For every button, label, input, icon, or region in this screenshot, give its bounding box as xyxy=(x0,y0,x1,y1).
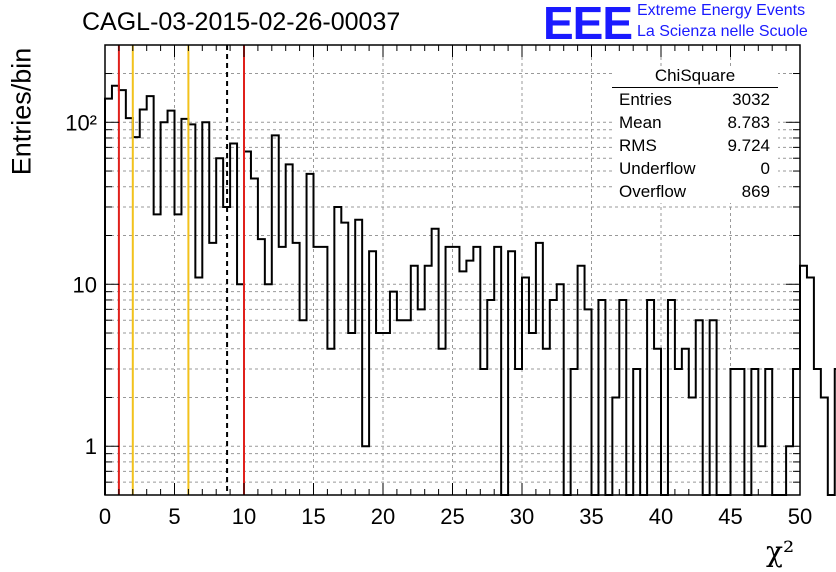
stats-title: ChiSquare xyxy=(612,66,778,88)
x-tick-label: 0 xyxy=(99,504,111,529)
x-tick-label: 10 xyxy=(232,504,256,529)
x-tick-label: 5 xyxy=(168,504,180,529)
x-tick-label: 30 xyxy=(510,504,534,529)
stats-value: 869 xyxy=(741,182,770,201)
x-tick-label: 25 xyxy=(440,504,464,529)
stats-label: RMS xyxy=(619,136,657,155)
histogram-series xyxy=(104,84,836,496)
x-tick-label: 40 xyxy=(649,504,673,529)
eee-logo-line2: La Scienza nelle Scuole xyxy=(637,23,808,40)
x-axis-label: χ² xyxy=(766,535,795,568)
y-tick-label: 10² xyxy=(65,110,97,135)
stats-value: 0 xyxy=(760,159,770,178)
y-tick-label: 10 xyxy=(73,272,97,297)
stats-label: Underflow xyxy=(619,159,696,178)
eee-logo-line1: Extreme Energy Events xyxy=(637,2,806,19)
x-tick-label: 50 xyxy=(788,504,812,529)
x-tick-label: 20 xyxy=(371,504,395,529)
stats-value: 9.724 xyxy=(727,136,770,155)
x-tick-label: 45 xyxy=(718,504,742,529)
stats-label: Entries xyxy=(619,90,672,109)
stats-row-mean: Mean 8.783 xyxy=(612,111,778,134)
chart-title: CAGL-03-2015-02-26-00037 xyxy=(82,8,401,36)
x-tick-label: 35 xyxy=(579,504,603,529)
y-axis-label: Entries/bin xyxy=(6,47,37,176)
stats-row-rms: RMS 9.724 xyxy=(612,134,778,157)
stats-box: ChiSquare Entries 3032 Mean 8.783 RMS 9.… xyxy=(612,66,778,203)
stats-row-entries: Entries 3032 xyxy=(612,88,778,111)
x-tick-label: 15 xyxy=(301,504,325,529)
stats-label: Mean xyxy=(619,113,662,132)
y-tick-label: 1 xyxy=(85,434,97,459)
stats-value: 8.783 xyxy=(727,113,770,132)
stats-label: Overflow xyxy=(619,182,687,201)
stats-row-underflow: Underflow 0 xyxy=(612,157,778,180)
stats-value: 3032 xyxy=(732,90,770,109)
eee-logo-mark: EEE xyxy=(543,0,633,49)
stats-row-overflow: Overflow 869 xyxy=(612,180,778,203)
